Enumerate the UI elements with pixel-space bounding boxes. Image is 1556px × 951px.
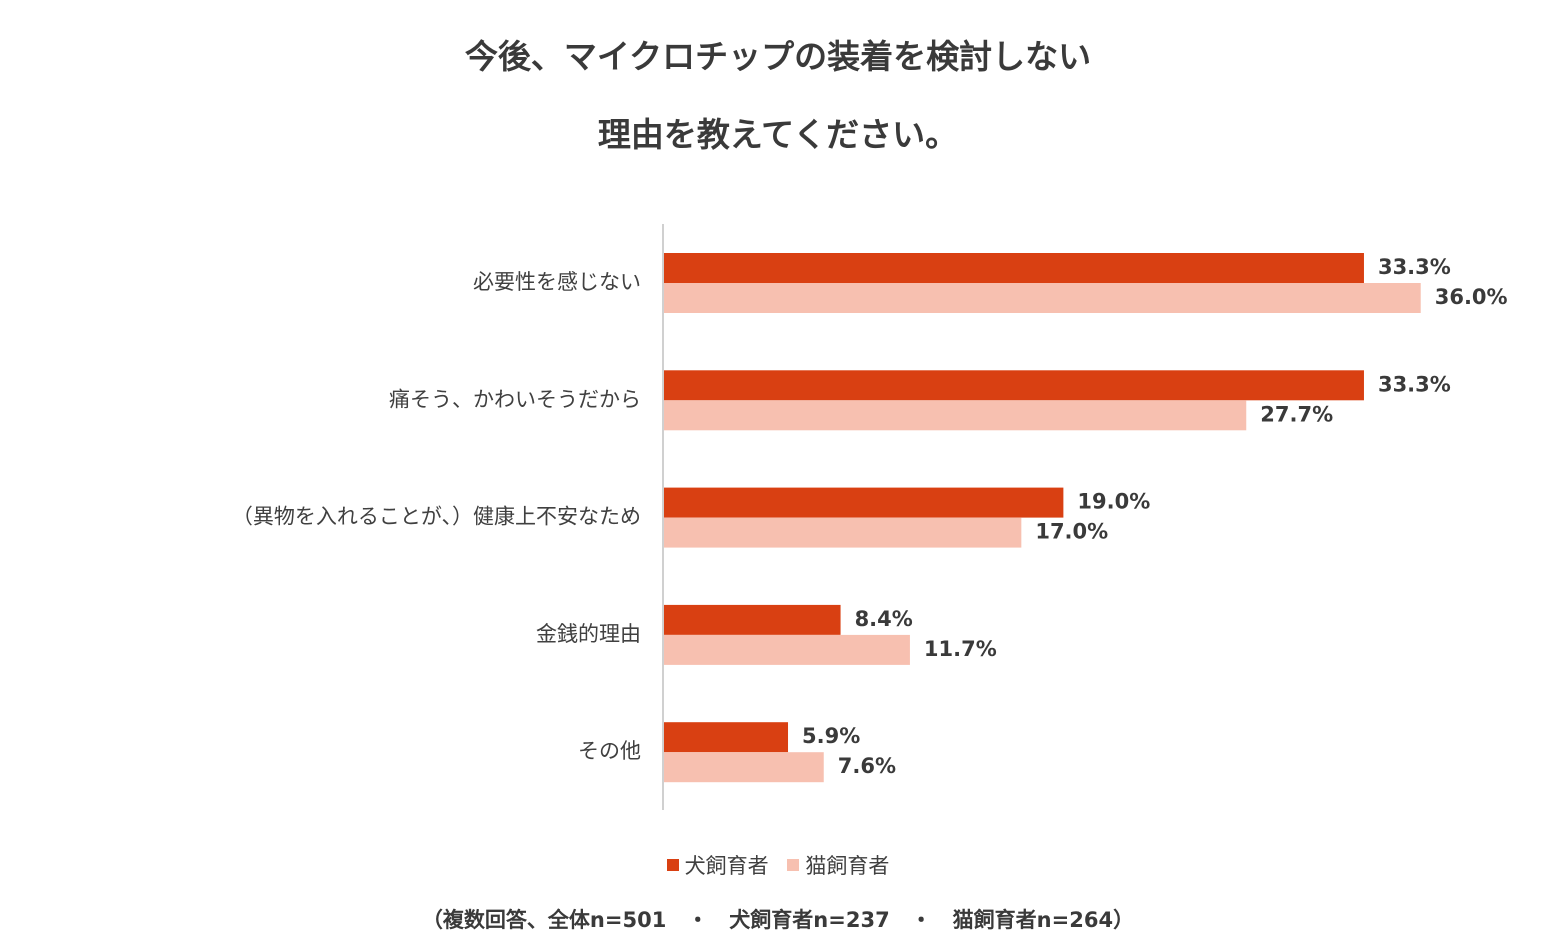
- bar-dog: [664, 253, 1364, 283]
- bar-cat: [664, 752, 824, 783]
- bar-dog: [664, 722, 789, 753]
- category-label: （異物を入れることが、）健康上不安なため: [232, 505, 641, 529]
- bar-dog: [664, 370, 1364, 401]
- category-label: 必要性を感じない: [473, 270, 641, 294]
- data-label-cat: 17.0%: [1035, 520, 1108, 544]
- chart-title-line-2: 理由を教えてください。: [597, 115, 959, 154]
- legend-label-cat: 猫飼育者: [805, 854, 890, 878]
- category-label: 痛そう、かわいそうだから: [389, 387, 641, 411]
- data-label-cat: 36.0%: [1435, 285, 1508, 309]
- category-label: その他: [578, 739, 641, 763]
- legend-item-dog: 犬飼育者: [666, 850, 769, 880]
- data-label-cat: 7.6%: [838, 754, 896, 778]
- data-label-cat: 27.7%: [1260, 402, 1333, 426]
- data-label-dog: 5.9%: [802, 724, 860, 748]
- data-label-dog: 33.3%: [1378, 372, 1451, 396]
- legend-label-dog: 犬飼育者: [684, 854, 769, 878]
- bar-cat: [664, 283, 1421, 313]
- bar-dog: [664, 487, 1064, 518]
- legend: 犬飼育者 猫飼育者: [0, 850, 1556, 880]
- legend-swatch-dog: [666, 859, 679, 871]
- legend-item-cat: 猫飼育者: [787, 850, 889, 880]
- bar-cat: [664, 400, 1247, 431]
- category-label: 金銭的理由: [536, 622, 641, 646]
- bar-cat: [664, 517, 1022, 548]
- data-label-dog: 33.3%: [1378, 255, 1451, 279]
- data-label-dog: 8.4%: [855, 607, 913, 631]
- bar-cat: [664, 634, 910, 665]
- legend-swatch-cat: [787, 859, 800, 871]
- bar-dog: [664, 604, 841, 635]
- data-label-dog: 19.0%: [1077, 490, 1150, 514]
- data-label-cat: 11.7%: [924, 637, 997, 661]
- sample-size-note: （複数回答、全体n=501 ・ 犬飼育者n=237 ・ 猫飼育者n=264）: [421, 908, 1135, 932]
- chart-title-line-1: 今後、マイクロチップの装着を検討しない: [464, 37, 1092, 76]
